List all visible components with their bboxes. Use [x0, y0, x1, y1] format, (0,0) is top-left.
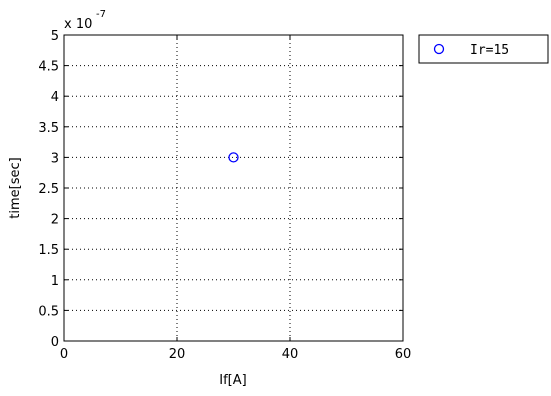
y-tick-label: 4 — [51, 90, 59, 105]
y-tick-label: 2.5 — [38, 182, 59, 197]
y-tick-label: 3.5 — [38, 121, 59, 136]
y-exponent-power: -7 — [96, 9, 106, 20]
x-axis: 0 20 40 60 — [60, 35, 411, 362]
x-tick-label: 60 — [395, 347, 412, 362]
data-point — [228, 152, 239, 163]
y-tick-label: 0 — [51, 335, 59, 350]
y-axis-label: time[sec] — [8, 157, 23, 218]
y-tick-label: 1.5 — [38, 243, 59, 258]
y-tick-label: 5 — [51, 29, 59, 44]
legend-box — [418, 34, 549, 64]
x-tick-label: 40 — [282, 347, 299, 362]
y-exponent-label: x 10 -7 — [64, 9, 106, 32]
y-tick-label: 0.5 — [38, 304, 59, 319]
y-tick-label: 2 — [51, 213, 59, 228]
y-axis: 0 0.5 1 1.5 2 2.5 3 3.5 4 4.5 5 — [38, 29, 403, 350]
legend: Ir=15 — [418, 34, 549, 64]
y-tick-label: 3 — [51, 151, 59, 166]
x-axis-label: If[A] — [219, 373, 246, 388]
y-tick-label: 1 — [51, 274, 59, 289]
x-tick-label: 20 — [169, 347, 186, 362]
x-tick-label: 0 — [60, 347, 68, 362]
legend-entry-label: Ir=15 — [470, 43, 509, 58]
y-tick-label: 4.5 — [38, 60, 59, 75]
y-exponent-base: x 10 — [64, 17, 92, 32]
data-points — [228, 152, 239, 163]
legend-marker-circle-icon — [433, 43, 445, 55]
grid-lines — [64, 35, 403, 341]
